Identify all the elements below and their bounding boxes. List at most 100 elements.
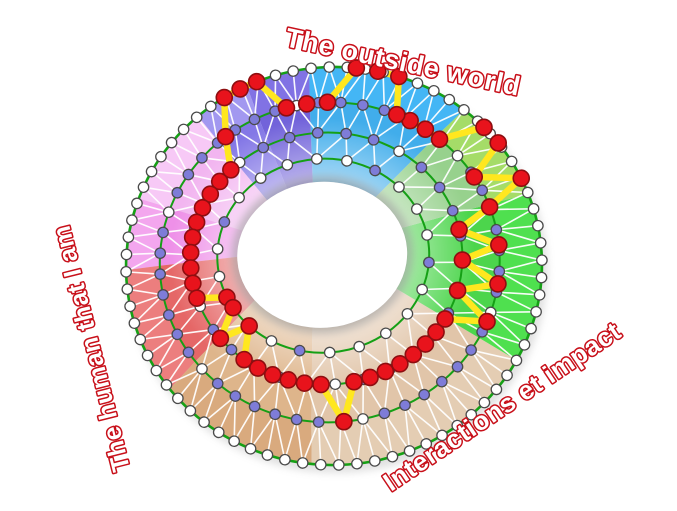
mesh-line — [216, 348, 233, 385]
ring-node — [131, 197, 143, 210]
mesh-line — [274, 376, 281, 416]
mesh-line — [316, 101, 342, 134]
ring-node — [248, 400, 261, 413]
ring-node — [283, 131, 296, 144]
mesh-line — [131, 211, 170, 221]
mesh-line — [426, 209, 454, 236]
mesh-line — [495, 291, 537, 313]
ring-node — [353, 340, 366, 353]
ring-node — [134, 333, 147, 346]
path-node — [263, 366, 282, 384]
path-node — [416, 120, 435, 138]
ring-node — [213, 270, 226, 283]
ring-node — [393, 181, 405, 193]
ring-node — [510, 354, 523, 367]
mesh-line — [126, 288, 164, 296]
ring-node — [332, 459, 345, 471]
ring-node — [416, 283, 429, 296]
ring-node — [279, 453, 291, 466]
path-node — [181, 243, 200, 262]
ring-node — [198, 416, 210, 428]
ring-node — [126, 214, 138, 227]
ring-node — [177, 123, 190, 136]
ring-node — [269, 408, 281, 421]
path-node — [448, 281, 467, 300]
ring-node — [465, 408, 478, 421]
ring-node — [225, 343, 238, 356]
mesh-line — [317, 421, 340, 466]
ring-node — [465, 344, 477, 356]
path-node — [480, 198, 499, 216]
ring-node — [386, 450, 399, 463]
mesh-line — [249, 413, 276, 450]
mesh-line — [139, 333, 179, 341]
ring-node — [403, 445, 416, 457]
mesh-line — [362, 104, 375, 141]
mesh-line — [249, 405, 256, 450]
mesh-line — [203, 382, 219, 423]
mesh-line — [328, 66, 342, 104]
ring-node — [415, 161, 428, 174]
ring-node — [228, 435, 241, 448]
mesh-line — [423, 393, 443, 437]
ring-node — [446, 204, 459, 217]
ring-node — [533, 288, 546, 301]
ring-node — [369, 164, 381, 177]
ring-node — [287, 65, 300, 77]
mesh-line — [456, 365, 486, 404]
mesh-line — [383, 412, 394, 458]
mesh-line — [317, 421, 322, 466]
path-node — [436, 310, 454, 328]
mesh-line — [146, 333, 179, 357]
mesh-line — [416, 208, 454, 212]
ring-node — [530, 305, 542, 318]
mesh-line — [481, 331, 526, 346]
ring-node — [296, 457, 309, 469]
wheel-body — [120, 59, 548, 473]
mesh-line — [216, 364, 255, 385]
ring-node — [165, 136, 178, 149]
label-human-that-i-am: The human that I am — [48, 222, 136, 474]
ring-node — [411, 77, 424, 90]
ring-node — [162, 206, 175, 219]
ring-node — [532, 219, 544, 232]
mesh-line — [203, 395, 237, 423]
ring-node — [218, 216, 231, 228]
mesh-line — [155, 351, 190, 372]
ring-node — [427, 84, 440, 97]
mesh-line — [356, 418, 364, 465]
ring-node — [257, 141, 270, 154]
path-node — [187, 213, 206, 232]
mesh-line — [481, 331, 518, 362]
ring-node — [171, 392, 184, 405]
ring-node — [490, 223, 503, 236]
ring-node — [124, 300, 136, 313]
path-node — [489, 275, 507, 293]
path-node — [215, 88, 234, 107]
path-node — [387, 105, 406, 124]
mesh-line — [201, 328, 215, 370]
path-node — [318, 93, 337, 112]
mesh-line — [382, 71, 386, 112]
mesh-line — [165, 368, 203, 386]
path-node — [347, 59, 366, 77]
ring-node — [154, 247, 167, 260]
mesh-line — [233, 395, 237, 442]
mesh-line — [383, 412, 411, 452]
mesh-line — [495, 228, 542, 244]
mesh-line — [274, 74, 277, 113]
ring-node — [128, 317, 141, 330]
mesh-line — [495, 224, 539, 231]
path-node — [249, 359, 267, 377]
mesh-line — [489, 311, 537, 314]
path-node — [335, 412, 353, 431]
ring-node — [311, 126, 324, 139]
ring-node — [293, 344, 306, 357]
mesh-line — [127, 236, 161, 254]
mesh-line — [456, 365, 498, 391]
path-node — [279, 371, 298, 389]
path-nodes — [181, 59, 531, 431]
ring-node — [157, 226, 169, 239]
ring-node — [518, 338, 531, 351]
